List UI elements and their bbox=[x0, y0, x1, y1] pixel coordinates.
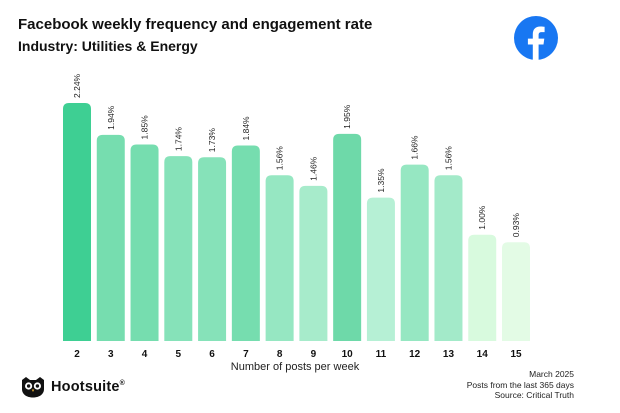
x-tick-label-12: 12 bbox=[409, 349, 421, 360]
brand-name: Hootsuite® bbox=[51, 379, 126, 395]
x-tick-label-9: 9 bbox=[311, 349, 317, 360]
data-label-15: 0.93% bbox=[511, 213, 521, 238]
bar-9 bbox=[299, 185, 328, 341]
bar-10 bbox=[333, 133, 362, 341]
x-tick-label-6: 6 bbox=[209, 349, 215, 360]
data-label-12: 1.66% bbox=[410, 135, 420, 160]
x-tick-label-2: 2 bbox=[74, 349, 80, 360]
bar-5 bbox=[164, 156, 193, 341]
bar-15 bbox=[502, 242, 531, 341]
data-label-10: 1.95% bbox=[342, 104, 352, 129]
data-label-11: 1.35% bbox=[376, 168, 386, 193]
data-label-3: 1.94% bbox=[106, 105, 116, 130]
x-tick-label-7: 7 bbox=[243, 349, 249, 360]
data-label-4: 1.85% bbox=[140, 115, 150, 140]
bar-14 bbox=[468, 234, 497, 341]
facebook-logo-icon bbox=[514, 16, 558, 60]
owl-logo-icon bbox=[22, 377, 44, 398]
data-label-5: 1.74% bbox=[173, 127, 183, 152]
chart-title: Facebook weekly frequency and engagement… bbox=[18, 16, 373, 33]
x-tick-label-8: 8 bbox=[277, 349, 283, 360]
x-tick-label-11: 11 bbox=[376, 349, 387, 360]
hootsuite-brand: Hootsuite® bbox=[20, 376, 125, 398]
bar-3 bbox=[96, 134, 125, 341]
bar-6 bbox=[198, 157, 227, 341]
bar-12 bbox=[400, 164, 429, 341]
x-tick-label-5: 5 bbox=[176, 349, 182, 360]
data-label-13: 1.56% bbox=[443, 146, 453, 171]
chart-footer: March 2025 Posts from the last 365 days … bbox=[467, 369, 574, 401]
x-tick-label-15: 15 bbox=[510, 349, 522, 360]
bar-7 bbox=[231, 145, 260, 341]
x-axis-label: Number of posts per week bbox=[231, 361, 360, 373]
bar-13 bbox=[434, 175, 463, 341]
data-label-6: 1.73% bbox=[207, 128, 217, 153]
bar-4 bbox=[130, 144, 159, 341]
data-label-7: 1.84% bbox=[241, 116, 251, 141]
data-label-2: 2.24% bbox=[72, 73, 82, 98]
bar-8 bbox=[265, 175, 294, 341]
data-label-14: 1.00% bbox=[477, 205, 487, 230]
x-tick-label-13: 13 bbox=[443, 349, 455, 360]
x-tick-label-14: 14 bbox=[477, 349, 489, 360]
x-tick-label-3: 3 bbox=[108, 349, 114, 360]
x-tick-label-4: 4 bbox=[142, 349, 148, 360]
data-label-8: 1.56% bbox=[275, 146, 285, 171]
bar-2 bbox=[63, 103, 91, 341]
footer-date: March 2025 bbox=[529, 369, 574, 379]
data-label-9: 1.46% bbox=[308, 156, 318, 181]
chart-subtitle: Industry: Utilities & Energy bbox=[18, 38, 198, 54]
x-tick-label-10: 10 bbox=[342, 349, 354, 360]
footer-source: Source: Critical Truth bbox=[494, 390, 574, 400]
footer-period: Posts from the last 365 days bbox=[466, 379, 574, 390]
bar-11 bbox=[366, 197, 395, 341]
